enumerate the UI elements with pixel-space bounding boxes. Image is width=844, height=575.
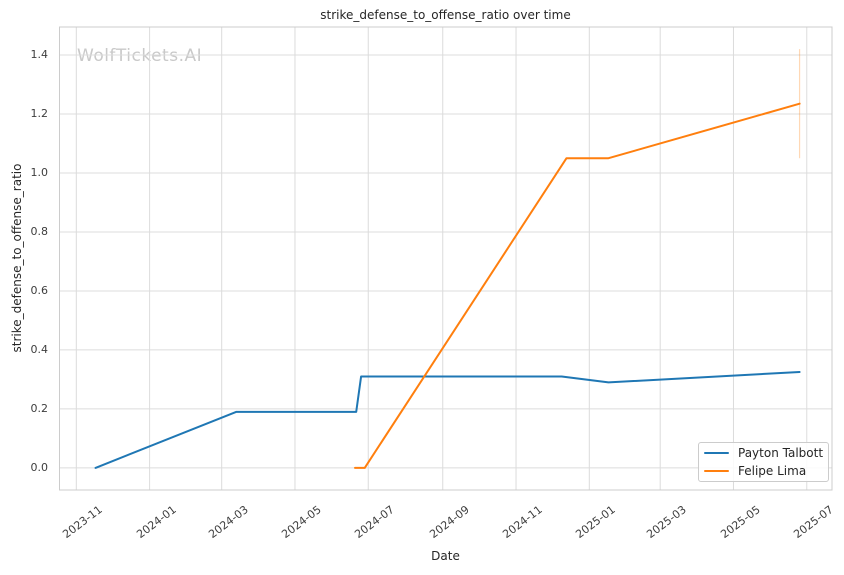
watermark: WolfTickets.AI (77, 46, 203, 66)
legend: Payton Talbott Felipe Lima (698, 442, 829, 482)
y-tick-label: 0.6 (30, 283, 49, 297)
legend-line-swatch-orange (704, 469, 729, 473)
plot-border (59, 26, 833, 491)
y-tick-label: 0.4 (30, 342, 49, 356)
legend-line-swatch-blue (704, 451, 729, 455)
y-tick-label: 1.0 (30, 165, 49, 179)
legend-label: Felipe Lima (738, 464, 807, 478)
legend-item-felipe-lima: Felipe Lima (704, 463, 823, 479)
x-axis-label: Date (431, 549, 460, 563)
legend-item-payton-talbott: Payton Talbott (704, 445, 823, 461)
y-axis-label: strike_defense_to_offense_ratio (10, 163, 24, 353)
series-line-1 (354, 102, 801, 469)
chart-title: strike_defense_to_offense_ratio over tim… (320, 8, 571, 22)
y-tick-label: 0.2 (30, 401, 49, 415)
legend-label: Payton Talbott (738, 446, 824, 460)
y-tick-label: 1.4 (30, 48, 49, 62)
series-line-0 (94, 371, 801, 469)
y-tick-label: 0.0 (30, 460, 49, 474)
y-tick-label: 1.2 (30, 106, 49, 120)
y-tick-label: 0.8 (30, 224, 49, 238)
